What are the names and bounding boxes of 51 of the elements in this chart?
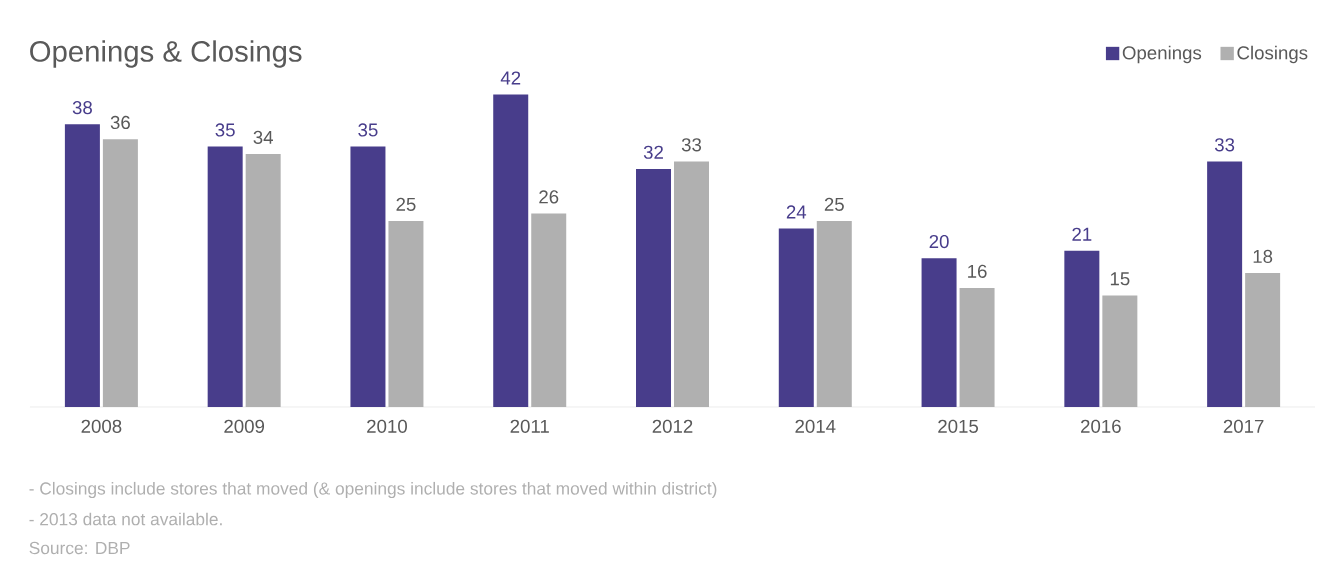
data-label: 34 <box>253 130 273 144</box>
text: - 2013 data not available. <box>29 512 222 526</box>
bar <box>959 287 995 407</box>
data-label: 35 <box>215 123 235 137</box>
data-label: 24 <box>786 205 807 219</box>
bar <box>1245 273 1281 407</box>
bar <box>245 154 281 407</box>
data-label: 42 <box>500 71 521 85</box>
bar <box>816 220 852 407</box>
bar <box>350 146 386 407</box>
data-label: 35 <box>358 123 378 137</box>
legend-label: Openings <box>1122 45 1202 64</box>
bar <box>64 124 100 407</box>
bar <box>207 146 243 407</box>
x-tick-label: 2009 <box>224 419 265 433</box>
x-tick-label: 2015 <box>938 419 979 433</box>
source-note: Source: DBP <box>29 541 130 555</box>
x-tick-label: 2008 <box>81 419 122 433</box>
data-label: 32 <box>643 145 663 159</box>
bar <box>531 213 567 407</box>
x-tick-label: 2016 <box>1081 419 1121 433</box>
data-label: 21 <box>1072 227 1092 241</box>
data-label: 15 <box>1110 272 1130 286</box>
data-label: 26 <box>539 190 559 204</box>
data-label: 25 <box>396 197 416 211</box>
bar <box>388 220 424 407</box>
x-tick-label: 2010 <box>367 419 407 433</box>
x-tick-label: 2017 <box>1223 419 1264 433</box>
bar <box>1064 250 1100 407</box>
bar <box>493 94 529 407</box>
data-label: 33 <box>1214 138 1235 152</box>
legend-label: Closings <box>1237 45 1308 64</box>
chart-title: Openings & Closings <box>30 40 302 68</box>
data-label: 38 <box>72 100 92 115</box>
data-label: 25 <box>824 197 844 211</box>
data-label: 36 <box>110 115 130 130</box>
x-tick-label: 2011 <box>510 419 549 433</box>
bar <box>102 139 138 407</box>
bar <box>1102 295 1138 407</box>
bar <box>778 228 814 407</box>
data-label: 20 <box>929 234 949 249</box>
data-label: 18 <box>1253 249 1273 264</box>
x-tick-label: 2014 <box>795 419 836 433</box>
bar <box>674 161 710 407</box>
x-tick-label: 2012 <box>652 419 693 433</box>
data-label: 16 <box>968 264 987 278</box>
bar <box>921 258 957 407</box>
text: - Closings include stores that moved (& openings include stores that moved within district) <box>29 481 717 499</box>
bar <box>636 168 672 407</box>
data-label: 33 <box>681 138 702 152</box>
bar <box>1207 161 1243 407</box>
